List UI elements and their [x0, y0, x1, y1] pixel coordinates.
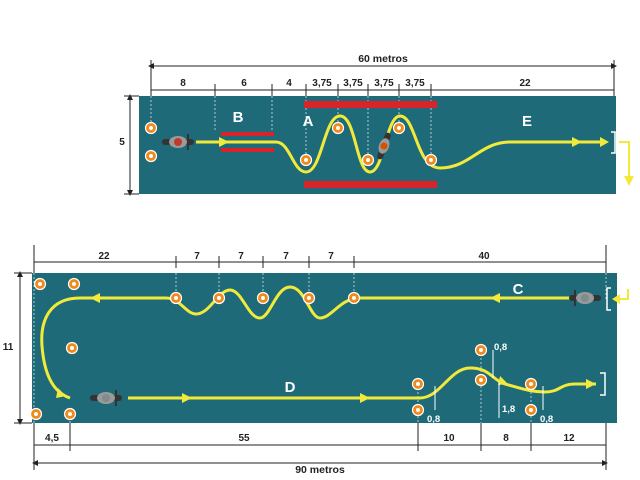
top-total-label: 60 metros	[358, 53, 408, 65]
top-seg-label-8: 22	[519, 78, 531, 89]
zone-label-a: A	[303, 113, 314, 130]
entry-arrow	[618, 289, 629, 300]
small-label-1: 0,8	[427, 414, 440, 425]
cone	[256, 291, 270, 305]
cone	[144, 149, 158, 163]
motorcycle-icon	[377, 132, 391, 160]
bottom-seg-label-2: 55	[238, 433, 250, 444]
path-c-arrow-1	[490, 293, 500, 303]
top-track	[139, 96, 616, 194]
path-d-arrow-2	[360, 393, 370, 403]
bottom-width-label: 11	[3, 342, 14, 353]
bottom-top-seg-label-3: 7	[238, 251, 244, 262]
entry-bracket	[606, 287, 611, 311]
zone-label-e: E	[522, 113, 532, 130]
bottom-top-seg-label-2: 7	[194, 251, 200, 262]
cone	[299, 153, 313, 167]
cone	[392, 121, 406, 135]
top-path-arrow-2	[572, 137, 582, 147]
path-d-arrow-3	[586, 379, 596, 389]
small-label-3: 1,8	[502, 404, 515, 415]
bottom-top-seg-label-1: 22	[98, 251, 110, 262]
cone	[411, 403, 425, 417]
barrier-b-top	[221, 132, 274, 136]
top-seg-label-6: 3,75	[374, 78, 394, 89]
finish-bracket	[600, 372, 606, 396]
top-seg-label-3: 4	[286, 78, 292, 89]
path-c	[40, 285, 596, 400]
cone	[212, 291, 226, 305]
top-seg-label-1: 8	[180, 78, 186, 89]
path-d-arrow-4	[498, 376, 508, 385]
top-exit-arrowhead	[624, 176, 634, 186]
cone	[347, 291, 361, 305]
top-seg-label-7: 3,75	[405, 78, 425, 89]
path-d-arrow-1	[182, 393, 192, 403]
cone	[424, 153, 438, 167]
small-label-2: 0,8	[494, 342, 507, 353]
small-measure-arrows	[434, 350, 544, 418]
cone	[63, 407, 77, 421]
top-seg-label-4: 3,75	[312, 78, 332, 89]
zone-label-d: D	[285, 379, 296, 396]
bottom-seg-label-4: 8	[503, 433, 509, 444]
top-seg-label-5: 3,75	[343, 78, 363, 89]
bottom-course: 22 7 7 7 7 40 11	[3, 245, 629, 476]
top-path-arrow-end	[600, 137, 609, 147]
top-finish-bracket	[611, 131, 616, 154]
motorcycle-icon	[569, 290, 601, 306]
cone	[474, 343, 488, 357]
entry-arrowhead	[612, 294, 620, 304]
small-label-4: 0,8	[540, 414, 553, 425]
bottom-total-label: 90 metros	[295, 464, 345, 476]
zone-label-c: C	[513, 281, 524, 298]
cone	[411, 377, 425, 391]
path-c-arrow-2	[90, 293, 100, 303]
top-path-arrow-1	[219, 137, 229, 147]
bottom-guide-lines	[33, 273, 607, 423]
cone	[144, 121, 158, 135]
bottom-top-seg-label-5: 7	[328, 251, 334, 262]
cone	[33, 277, 47, 291]
top-seg-label-2: 6	[241, 78, 247, 89]
bottom-seg-label-5: 12	[563, 433, 575, 444]
top-exit-arrow	[619, 141, 630, 178]
top-course: 60 metros 8 6 4 3,75 3,75 3,75 3,75 22	[119, 53, 634, 196]
cone	[524, 377, 538, 391]
top-segment-ticks	[150, 60, 615, 96]
bottom-top-seg-label-4: 7	[283, 251, 289, 262]
motorcycle-icon	[162, 134, 194, 150]
cone	[331, 121, 345, 135]
cone	[29, 407, 43, 421]
cone	[474, 373, 488, 387]
path-c-arrow-3	[56, 388, 66, 398]
barrier-b-bottom	[221, 148, 274, 152]
zone-label-b: B	[233, 109, 244, 126]
bottom-top-ticks	[33, 245, 607, 273]
bottom-top-seg-label-6: 40	[478, 251, 490, 262]
barrier-a-bottom	[304, 181, 437, 188]
cone	[67, 277, 81, 291]
barrier-a-top	[304, 101, 437, 108]
bottom-seg-label-1: 4,5	[45, 433, 59, 444]
top-riding-path	[196, 114, 604, 174]
top-guide-lines	[150, 96, 432, 160]
cone	[524, 403, 538, 417]
cone	[65, 341, 79, 355]
cone	[302, 291, 316, 305]
bottom-seg-label-3: 10	[443, 433, 455, 444]
motorcycle-icon	[90, 390, 122, 406]
cone	[361, 153, 375, 167]
top-width-label: 5	[119, 137, 125, 148]
cone	[169, 291, 183, 305]
